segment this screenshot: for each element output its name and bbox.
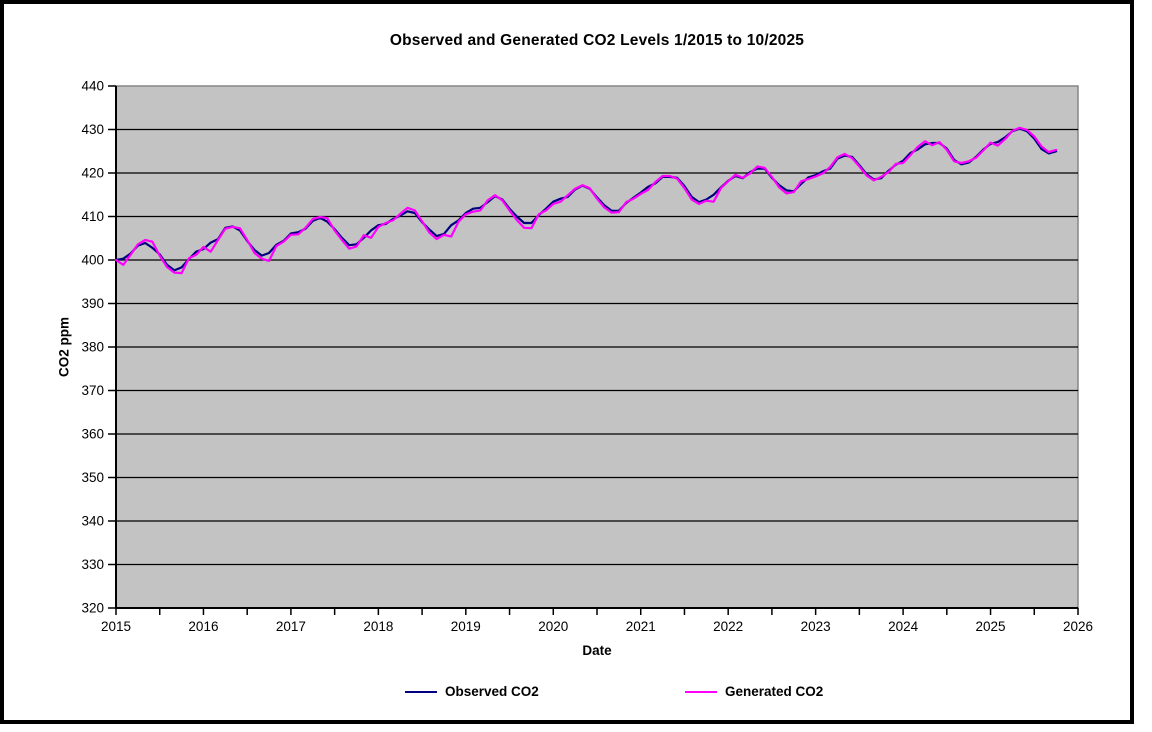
- chart-title: Observed and Generated CO2 Levels 1/2015…: [389, 32, 805, 49]
- x-tick-label-2021: 2021: [626, 619, 656, 634]
- x-tick-label-2017: 2017: [276, 619, 306, 634]
- y-tick-label-320: 320: [81, 601, 104, 616]
- x-tick-label-2020: 2020: [538, 619, 568, 634]
- y-tick-label-390: 390: [81, 296, 104, 311]
- y-axis-title: CO2 ppm: [56, 316, 72, 378]
- y-tick-label-350: 350: [81, 470, 104, 485]
- x-tick-label-2024: 2024: [888, 619, 919, 634]
- y-tick-label-440: 440: [81, 79, 104, 94]
- y-tick-label-360: 360: [81, 427, 104, 442]
- generated-line-swatch: [685, 690, 717, 693]
- legend-label-generated: Generated CO2: [725, 684, 824, 699]
- x-tick-label-2023: 2023: [801, 619, 831, 634]
- x-axis-title: Date: [582, 643, 612, 658]
- y-tick-label-380: 380: [81, 340, 104, 355]
- x-tick-label-2018: 2018: [363, 619, 393, 634]
- observed-line-swatch: [405, 690, 437, 693]
- y-tick-label-400: 400: [81, 253, 104, 268]
- y-tick-label-370: 370: [81, 383, 104, 398]
- legend-item-generated: Generated CO2: [685, 684, 823, 699]
- y-tick-label-340: 340: [81, 514, 104, 529]
- series-line-1: [114, 126, 1058, 275]
- y-tick-label-330: 330: [81, 557, 104, 572]
- y-tick-label-420: 420: [81, 166, 104, 181]
- y-tick-label-410: 410: [81, 209, 104, 224]
- x-tick-label-2019: 2019: [451, 619, 481, 634]
- x-tick-label-2025: 2025: [976, 619, 1006, 634]
- legend-item-observed: Observed CO2: [405, 684, 539, 699]
- x-tick-label-2015: 2015: [101, 619, 131, 634]
- x-tick-label-2026: 2026: [1063, 619, 1093, 634]
- y-tick-label-430: 430: [81, 122, 104, 137]
- x-tick-label-2016: 2016: [188, 619, 218, 634]
- legend-label-observed: Observed CO2: [445, 684, 539, 699]
- x-tick-label-2022: 2022: [713, 619, 743, 634]
